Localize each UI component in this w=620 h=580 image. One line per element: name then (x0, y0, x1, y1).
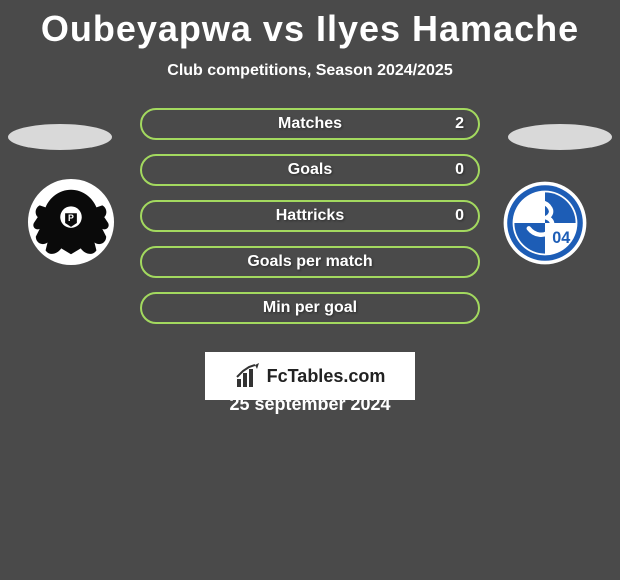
page-title: Oubeyapwa vs Ilyes Hamache (0, 8, 620, 50)
stat-label: Goals per match (247, 253, 372, 271)
subtitle: Club competitions, Season 2024/2025 (0, 62, 620, 80)
svg-text:P: P (68, 213, 74, 223)
stat-label: Min per goal (263, 299, 357, 317)
branding-text: FcTables.com (267, 366, 386, 387)
schalke-icon: 04 (500, 178, 590, 268)
club-badge-left: P (22, 178, 120, 266)
chart-icon (235, 363, 261, 389)
svg-text:04: 04 (552, 229, 570, 247)
stat-row-matches: Matches 2 (140, 108, 480, 140)
stat-row-goals: Goals 0 (140, 154, 480, 186)
stat-row-mpg: Min per goal (140, 292, 480, 324)
eagle-icon: P (22, 178, 120, 266)
stat-value: 0 (455, 207, 464, 225)
stat-value: 2 (455, 115, 464, 133)
stat-label: Matches (278, 115, 342, 133)
stat-row-hattricks: Hattricks 0 (140, 200, 480, 232)
club-badge-right: 04 (500, 178, 598, 266)
stat-value: 0 (455, 161, 464, 179)
branding-box[interactable]: FcTables.com (205, 352, 415, 400)
stat-label: Hattricks (276, 207, 344, 225)
stat-label: Goals (288, 161, 332, 179)
stat-row-gpm: Goals per match (140, 246, 480, 278)
player-avatar-right (508, 124, 612, 150)
player-avatar-left (8, 124, 112, 150)
